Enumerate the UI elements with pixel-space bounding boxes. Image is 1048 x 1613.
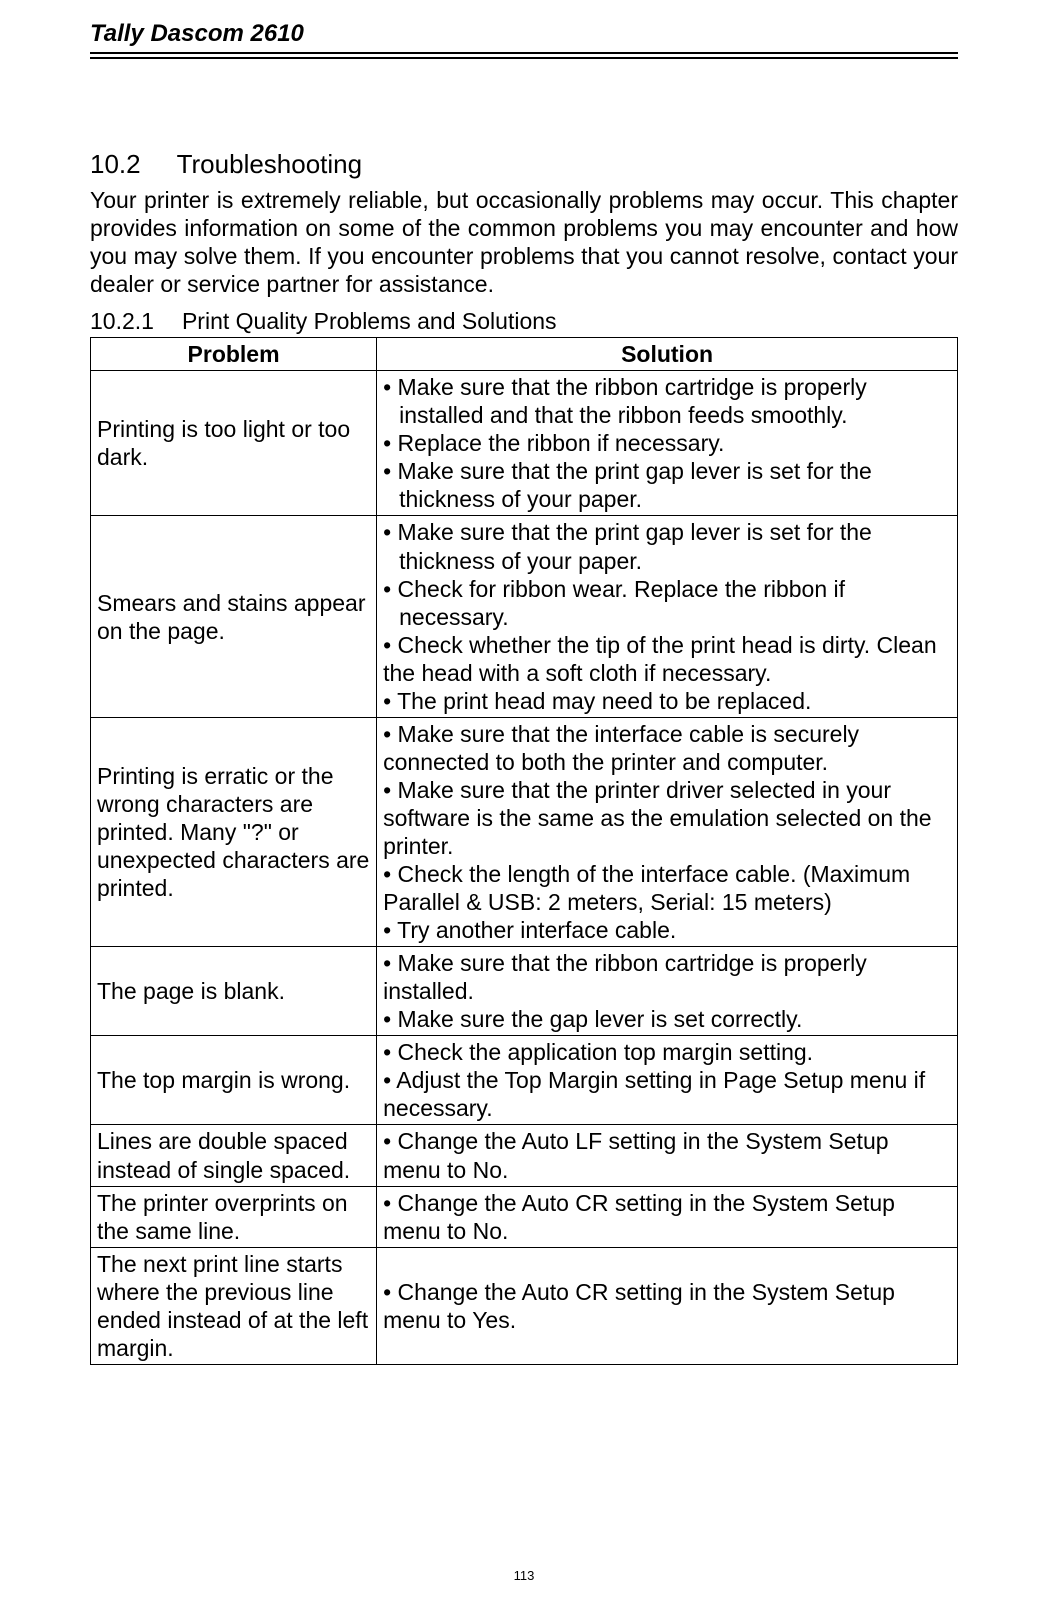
solution-line: installed and that the ribbon feeds smoo… — [383, 401, 951, 429]
solution-line: • Check for ribbon wear. Replace the rib… — [383, 575, 951, 603]
problem-cell: Printing is too light or too dark. — [91, 371, 377, 516]
problem-cell: The top margin is wrong. — [91, 1036, 377, 1125]
solution-line: • Try another interface cable. — [383, 916, 951, 944]
problem-cell: The page is blank. — [91, 947, 377, 1036]
column-header-solution: Solution — [377, 338, 958, 371]
document-page: Tally Dascom 2610 10.2 Troubleshooting Yo… — [0, 0, 1048, 1613]
solution-line: • Change the Auto LF setting in the Syst… — [383, 1127, 951, 1183]
table-row: The printer overprints on the same line.… — [91, 1186, 958, 1247]
problem-cell: Printing is erratic or the wrong charact… — [91, 717, 377, 946]
problem-cell: Smears and stains appear on the page. — [91, 516, 377, 717]
solution-cell: • Change the Auto LF setting in the Syst… — [377, 1125, 958, 1186]
solution-cell: • Change the Auto CR setting in the Syst… — [377, 1186, 958, 1247]
solution-cell: • Make sure that the ribbon cartridge is… — [377, 947, 958, 1036]
solution-cell: • Check the application top margin setti… — [377, 1036, 958, 1125]
table-row: The next print line starts where the pre… — [91, 1247, 958, 1364]
table-row: The page is blank.• Make sure that the r… — [91, 947, 958, 1036]
solution-line: necessary. — [383, 603, 951, 631]
table-row: The top margin is wrong.• Check the appl… — [91, 1036, 958, 1125]
solution-line: • Replace the ribbon if necessary. — [383, 429, 951, 457]
solution-line: • Change the Auto CR setting in the Syst… — [383, 1278, 951, 1334]
solution-line: • Adjust the Top Margin setting in Page … — [383, 1066, 951, 1122]
solution-line: • Check whether the tip of the print hea… — [383, 631, 951, 687]
solution-line: • Make sure that the print gap lever is … — [383, 457, 951, 485]
solution-line: • Make sure the gap lever is set correct… — [383, 1005, 951, 1033]
subsection-title: Print Quality Problems and Solutions — [182, 308, 557, 334]
solution-line: • Check the length of the interface cabl… — [383, 860, 951, 916]
table-header-row: Problem Solution — [91, 338, 958, 371]
solution-line: • Make sure that the interface cable is … — [383, 720, 951, 776]
problem-cell: Lines are double spaced instead of singl… — [91, 1125, 377, 1186]
troubleshooting-table: Problem Solution Printing is too light o… — [90, 337, 958, 1365]
solution-line: • Make sure that the ribbon cartridge is… — [383, 373, 951, 401]
section-number: 10.2 — [90, 149, 141, 180]
section-intro-paragraph: Your printer is extremely reliable, but … — [90, 186, 958, 298]
table-row: Printing is erratic or the wrong charact… — [91, 717, 958, 946]
table-row: Smears and stains appear on the page.• M… — [91, 516, 958, 717]
problem-cell: The next print line starts where the pre… — [91, 1247, 377, 1364]
solution-cell: • Make sure that the print gap lever is … — [377, 516, 958, 717]
solution-line: thickness of your paper. — [383, 547, 951, 575]
page-number: 113 — [0, 1568, 1048, 1583]
section-heading: 10.2 Troubleshooting — [90, 149, 958, 180]
solution-line: • Make sure that the print gap lever is … — [383, 518, 951, 546]
solution-cell: • Change the Auto CR setting in the Syst… — [377, 1247, 958, 1364]
section-title: Troubleshooting — [177, 149, 363, 179]
solution-cell: • Make sure that the interface cable is … — [377, 717, 958, 946]
solution-cell: • Make sure that the ribbon cartridge is… — [377, 371, 958, 516]
document-header-title: Tally Dascom 2610 — [90, 20, 958, 50]
table-row: Printing is too light or too dark.• Make… — [91, 371, 958, 516]
problem-cell: The printer overprints on the same line. — [91, 1186, 377, 1247]
solution-line: • The print head may need to be replaced… — [383, 687, 951, 715]
solution-line: • Change the Auto CR setting in the Syst… — [383, 1189, 951, 1245]
subsection-number: 10.2.1 — [90, 308, 154, 335]
solution-line: • Check the application top margin setti… — [383, 1038, 951, 1066]
solution-line: • Make sure that the printer driver sele… — [383, 776, 951, 860]
column-header-problem: Problem — [91, 338, 377, 371]
solution-line: thickness of your paper. — [383, 485, 951, 513]
subsection-heading: 10.2.1 Print Quality Problems and Solutio… — [90, 308, 958, 335]
divider-double-rule — [90, 52, 958, 59]
table-row: Lines are double spaced instead of singl… — [91, 1125, 958, 1186]
solution-line: • Make sure that the ribbon cartridge is… — [383, 949, 951, 1005]
